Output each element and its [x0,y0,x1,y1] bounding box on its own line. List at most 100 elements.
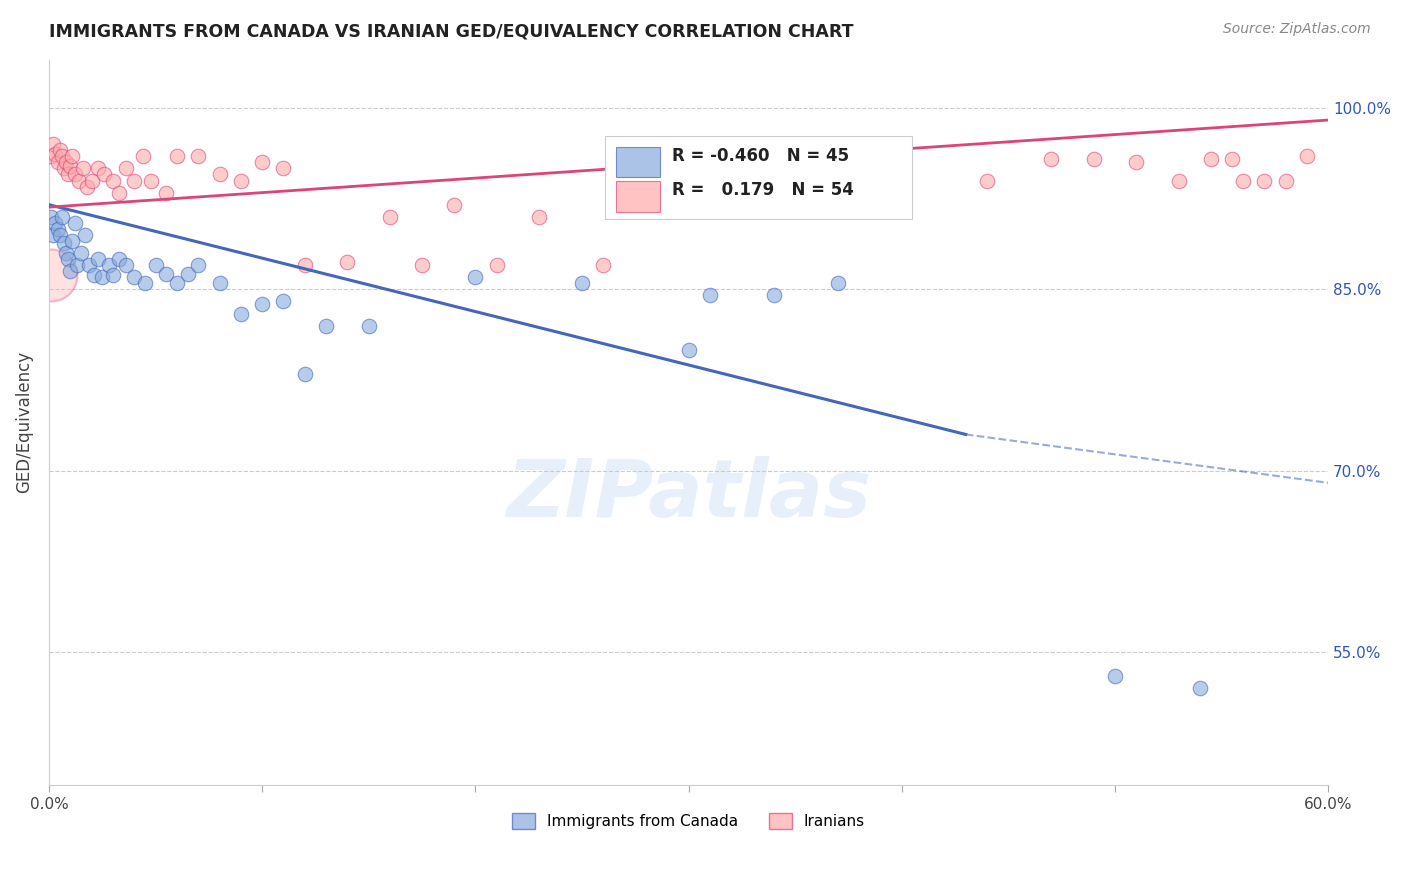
Point [294,367,316,381]
Text: R =   0.179   N = 54: R = 0.179 N = 54 [672,181,853,200]
Point [83,268,105,282]
Point [657,161,679,176]
Point [46,222,69,236]
Point [48,143,70,157]
Point [176,267,198,281]
Text: IMMIGRANTS FROM CANADA VS IRANIAN GED/EQUIVALENCY CORRELATION CHART: IMMIGRANTS FROM CANADA VS IRANIAN GED/EQ… [49,22,853,40]
Point [229,306,252,320]
Point [294,258,316,272]
Point [134,277,156,291]
Point [52,236,75,251]
Point [411,258,433,272]
Point [806,173,828,187]
Point [114,161,136,176]
Point [1295,149,1317,163]
Legend: Immigrants from Canada, Iranians: Immigrants from Canada, Iranians [506,807,872,836]
Point [378,210,401,224]
Point [67,173,90,187]
Point [97,258,120,272]
Text: ZIPatlas: ZIPatlas [506,456,872,534]
Point [827,277,849,291]
Point [80,173,103,187]
Point [42,227,65,242]
FancyBboxPatch shape [616,146,661,178]
Y-axis label: GED/Equivalency: GED/Equivalency [15,351,32,493]
Point [443,197,465,211]
Point [39,268,62,282]
Point [273,161,295,176]
Point [56,168,79,182]
Point [51,210,73,224]
Text: R = -0.460   N = 45: R = -0.460 N = 45 [672,146,849,165]
Point [229,173,252,187]
Point [101,173,124,187]
Point [208,277,231,291]
Point [39,149,62,163]
Point [93,168,115,182]
Point [357,318,380,333]
Point [762,288,785,302]
Point [72,161,94,176]
Point [1083,152,1105,166]
Point [1167,173,1189,187]
Point [890,173,912,187]
Point [66,258,89,272]
Point [87,161,110,176]
Point [44,147,66,161]
Point [699,288,721,302]
Point [91,270,114,285]
Point [166,277,188,291]
Point [59,264,82,278]
Point [145,258,167,272]
Point [315,318,337,333]
Point [87,252,110,266]
Point [1199,152,1222,166]
Point [1125,155,1147,169]
FancyBboxPatch shape [606,136,912,219]
Point [42,137,65,152]
Point [208,168,231,182]
Point [273,294,295,309]
Point [63,216,86,230]
Point [187,149,209,163]
Point [55,155,77,169]
Point [592,258,614,272]
Point [101,268,124,282]
Point [59,159,82,173]
Point [155,186,177,200]
Point [39,210,62,224]
Point [1040,152,1063,166]
Point [529,210,551,224]
Point [1274,173,1296,187]
Point [56,252,79,266]
Point [1104,669,1126,683]
Point [70,246,93,260]
Point [250,297,273,311]
Point [108,186,131,200]
FancyBboxPatch shape [616,181,661,212]
Point [46,155,69,169]
Point [48,227,70,242]
Point [250,155,273,169]
Point [51,149,73,163]
Point [464,270,486,285]
Point [122,270,145,285]
Point [55,246,77,260]
Point [62,149,84,163]
Point [75,227,97,242]
Point [62,234,84,248]
Point [485,258,508,272]
Text: Source: ZipAtlas.com: Source: ZipAtlas.com [1223,22,1371,37]
Point [76,179,98,194]
Point [720,161,742,176]
Point [1253,173,1275,187]
Point [52,161,75,176]
Point [108,252,131,266]
Point [166,149,188,163]
Point [79,258,101,272]
Point [122,173,145,187]
Point [976,173,998,187]
Point [571,277,593,291]
Point [155,267,177,281]
Point [132,149,155,163]
